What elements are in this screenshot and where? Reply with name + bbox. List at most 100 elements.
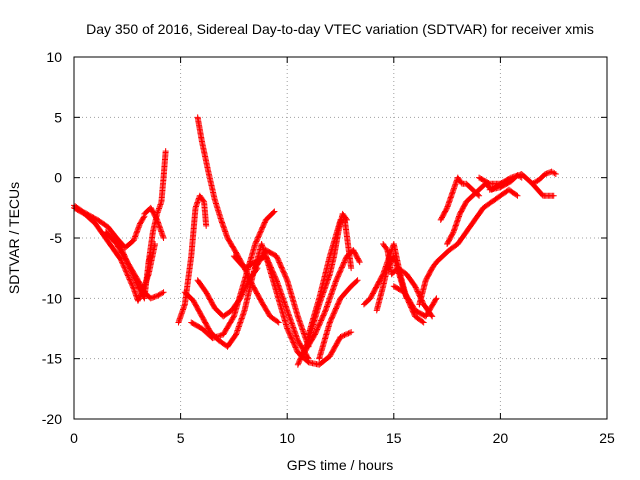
- data-point: [162, 148, 169, 155]
- data-point: [485, 180, 492, 187]
- y-tick-label: -10: [42, 290, 62, 306]
- data-point: [261, 220, 268, 227]
- y-tick-label: 0: [54, 170, 62, 186]
- data-point: [318, 317, 325, 324]
- data-point: [289, 336, 296, 343]
- data-point: [125, 273, 132, 280]
- data-point: [319, 315, 326, 322]
- data-point: [261, 219, 268, 226]
- data-point: [276, 260, 283, 267]
- data-point: [414, 288, 421, 295]
- data-point: [278, 263, 285, 270]
- data-point: [356, 257, 363, 264]
- data-point: [289, 338, 296, 345]
- data-point: [531, 179, 538, 186]
- data-point: [279, 267, 286, 274]
- data-point: [315, 323, 322, 330]
- series-sat-w: [390, 283, 440, 320]
- data-point: [281, 272, 288, 279]
- data-point: [334, 274, 341, 281]
- y-tick-label: -20: [42, 411, 62, 427]
- data-point: [329, 314, 336, 321]
- data-point: [252, 241, 259, 248]
- data-point: [341, 259, 348, 266]
- data-point: [115, 238, 122, 245]
- data-point: [335, 300, 342, 307]
- data-point: [271, 208, 278, 215]
- data-point: [276, 259, 283, 266]
- data-point: [320, 311, 327, 318]
- data-point: [255, 233, 262, 240]
- data-point: [237, 295, 244, 302]
- data-point: [123, 269, 130, 276]
- y-tick-label: -15: [42, 351, 62, 367]
- data-point: [124, 271, 131, 278]
- series-sat-z: [437, 174, 483, 223]
- y-tick-label: 5: [54, 109, 62, 125]
- data-point: [321, 309, 328, 316]
- data-point: [412, 283, 419, 290]
- data-point: [317, 318, 324, 325]
- series-sat-x: [416, 186, 521, 308]
- data-point: [475, 191, 482, 198]
- data-point: [129, 283, 136, 290]
- data-point: [295, 359, 302, 366]
- data-point: [341, 258, 348, 265]
- data-point: [256, 230, 263, 237]
- data-point: [332, 306, 339, 313]
- data-point: [337, 267, 344, 274]
- data-point: [316, 321, 323, 328]
- data-point: [260, 223, 267, 230]
- series-sat-f: [141, 204, 167, 241]
- data-point: [413, 285, 420, 292]
- data-point: [514, 192, 521, 199]
- data-point: [327, 318, 334, 325]
- data-point: [339, 263, 346, 270]
- data-point: [346, 329, 353, 336]
- data-point: [241, 286, 248, 293]
- data-point: [257, 228, 264, 235]
- data-point: [334, 302, 341, 309]
- data-point: [292, 344, 299, 351]
- data-point: [122, 267, 129, 274]
- data-point: [239, 290, 246, 297]
- data-point: [242, 283, 249, 290]
- x-axis-label: GPS time / hours: [287, 457, 394, 473]
- data-point: [119, 248, 126, 255]
- data-point: [338, 264, 345, 271]
- x-tick-label: 25: [599, 430, 615, 446]
- data-point: [255, 234, 262, 241]
- data-point: [312, 330, 319, 337]
- data-point: [383, 245, 390, 252]
- data-point: [517, 173, 524, 180]
- data-point: [476, 192, 483, 199]
- data-point: [274, 255, 281, 262]
- data-point: [275, 258, 282, 265]
- data-point: [159, 290, 166, 297]
- x-tick-label: 10: [279, 430, 295, 446]
- data-point: [293, 345, 300, 352]
- data-point: [356, 259, 363, 266]
- data-point: [160, 289, 167, 296]
- series-sat-q: [316, 277, 361, 362]
- data-point: [313, 328, 320, 335]
- data-point: [293, 347, 300, 354]
- data-point: [256, 232, 263, 239]
- data-point: [253, 237, 260, 244]
- x-tick-label: 15: [386, 430, 402, 446]
- y-tick-label: 10: [46, 49, 62, 65]
- data-point: [283, 274, 290, 281]
- data-point: [294, 361, 301, 368]
- data-point: [127, 279, 134, 286]
- data-point: [432, 296, 439, 303]
- y-axis-label: SDTVAR / TECUs: [6, 182, 22, 294]
- series-sat-ac: [486, 172, 525, 193]
- series-sat-d: [113, 235, 167, 302]
- data-point: [118, 258, 125, 265]
- data-point: [285, 329, 292, 336]
- data-point: [345, 330, 352, 337]
- data-point: [337, 333, 344, 340]
- data-point: [287, 333, 294, 340]
- data-point: [122, 255, 129, 262]
- data-point: [274, 254, 281, 261]
